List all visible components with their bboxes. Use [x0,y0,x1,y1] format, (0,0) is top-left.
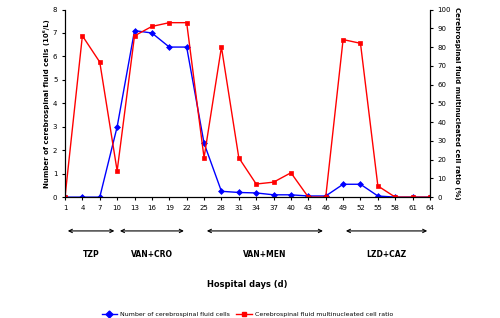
Text: VAN+CRO: VAN+CRO [131,250,173,259]
Legend: Number of cerebrospinal fluid cells, Cerebrospinal fluid multinucleated cell rat: Number of cerebrospinal fluid cells, Cer… [99,309,396,318]
Y-axis label: Cerebrospinal fluid multinucleated cell ratio (%): Cerebrospinal fluid multinucleated cell … [454,7,460,200]
Text: Hospital days (d): Hospital days (d) [208,280,288,289]
Y-axis label: Number of cerebrospinal fluid cells (10⁶/L): Number of cerebrospinal fluid cells (10⁶… [43,19,50,188]
Text: VAN+MEN: VAN+MEN [243,250,286,259]
Text: TZP: TZP [82,250,100,259]
Text: LZD+CAZ: LZD+CAZ [366,250,406,259]
